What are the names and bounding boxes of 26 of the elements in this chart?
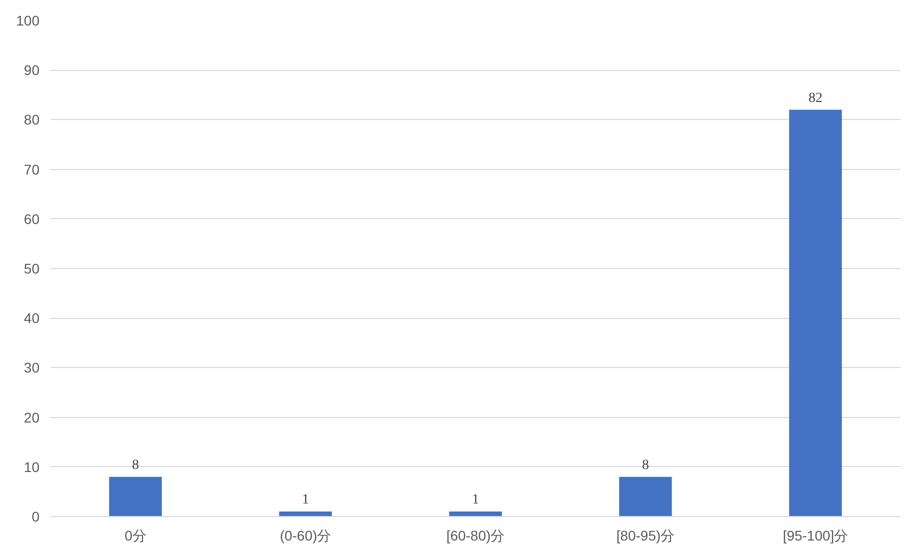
x-tick-label: [60-80)分 (446, 528, 505, 544)
data-label: 82 (808, 90, 822, 106)
y-tick-label: 0 (32, 508, 40, 524)
y-tick-label: 20 (24, 409, 40, 426)
bar (109, 476, 162, 516)
y-tick-label: 90 (24, 62, 40, 78)
y-tick-label: 40 (24, 310, 40, 326)
data-label: 8 (132, 458, 139, 473)
y-tick-label: 50 (24, 260, 40, 276)
bar (619, 476, 672, 516)
y-tick-label: 60 (24, 210, 40, 227)
y-tick-label: 100 (16, 12, 40, 28)
x-tick-label: 0分 (124, 528, 146, 544)
y-tick-label: 30 (24, 360, 40, 376)
x-tick-label: [95-100]分 (782, 528, 848, 544)
bar (789, 110, 842, 516)
data-label: 1 (302, 492, 309, 508)
x-tick-label: (0-60)分 (280, 528, 332, 544)
bar (449, 512, 502, 516)
y-tick-label: 10 (24, 458, 40, 475)
data-label: 1 (472, 492, 479, 508)
x-tick-label: [80-95)分 (616, 528, 675, 544)
bar (279, 512, 332, 516)
y-tick-label: 80 (24, 112, 40, 128)
y-tick-label: 70 (24, 161, 40, 178)
data-label: 8 (642, 458, 649, 473)
